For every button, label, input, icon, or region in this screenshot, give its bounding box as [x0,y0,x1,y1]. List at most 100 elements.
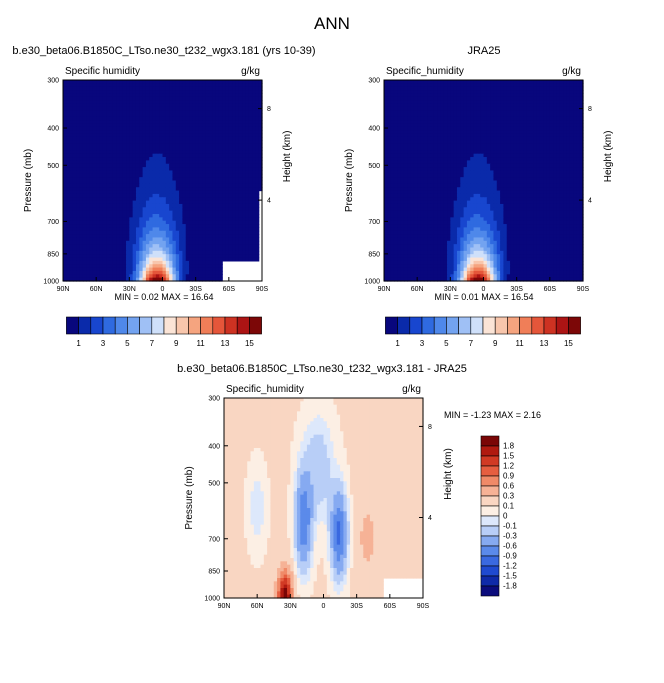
colorbar-swatch [507,316,520,335]
colorbar-swatch [90,316,104,335]
colorbar-label: 3 [420,339,425,348]
colorbar-swatch [421,316,435,335]
min-max-stats: MIN = 0.01 MAX = 16.54 [434,292,533,302]
x-tick-label: 90S [417,603,430,610]
y-tick-label: 850 [208,569,220,576]
y-tick-label: 300 [368,78,380,85]
y-axis-title: Pressure (mb) [184,466,195,529]
x-tick-label: 30N [123,286,136,293]
x-tick-label: 60N [251,603,264,610]
colorbar-label: 0.6 [503,482,515,491]
colorbar-label: 7 [469,339,474,348]
x-tick-label: 30S [189,286,202,293]
colorbar-swatch [531,316,545,335]
colorbar-swatch [568,316,581,335]
colorbar-label: 11 [515,339,524,348]
colorbar-swatch [224,316,238,335]
page-title: ANN [314,14,350,33]
x-tick-label: 60S [384,603,397,610]
colorbar-label: 15 [564,339,573,348]
height-tick-label: 4 [267,198,271,205]
x-tick-label: 60N [90,286,103,293]
x-tick-label: 90S [577,286,590,293]
y-tick-label: 700 [208,536,220,543]
colorbar-label: 7 [150,339,155,348]
units-label: g/kg [241,66,260,77]
colorbar-swatch [66,316,79,335]
colorbar-horizontal: 1 3 5 7 9 11 13 15 [66,316,262,348]
y-tick-label: 500 [47,163,59,170]
y-tick-label: 500 [208,480,220,487]
height-tick-label: 4 [428,515,432,522]
colorbar-label: -0.3 [503,532,517,541]
chart-panel-difference: b.e30_beta06.B1850C_LTso.ne30_t232_wgx3.… [177,363,541,610]
colorbar-swatch [139,316,153,335]
y-tick-label: 300 [208,396,220,403]
colorbar-label: 13 [540,339,549,348]
colorbar-label: -0.1 [503,522,517,531]
colorbar-swatch [480,475,500,487]
colorbar-swatch [212,316,226,335]
y-tick-label: 500 [368,163,380,170]
y-tick-label: 1000 [43,279,59,286]
colorbar-label: 5 [444,339,449,348]
panel-title: b.e30_beta06.B1850C_LTso.ne30_t232_wgx3.… [177,363,467,375]
colorbar-swatch [480,455,500,467]
colorbar-swatch [480,485,500,497]
colorbar-swatch [114,316,128,335]
colorbar-label: 1 [395,339,400,348]
colorbar-swatch [482,316,496,335]
colorbar-swatch [236,316,250,335]
height-tick-label: 8 [428,424,432,431]
colorbar-swatch [480,495,500,507]
colorbar-swatch [480,435,500,447]
colorbar-swatch [543,316,557,335]
y-tick-label: 400 [368,126,380,133]
colorbar-swatch [188,316,201,335]
colorbar-label: -0.9 [503,552,517,561]
height-axis-title: Height (km) [603,131,614,183]
y-tick-label: 700 [47,219,59,226]
x-tick-label: 60N [411,286,424,293]
x-tick-label: 30S [350,603,363,610]
y-tick-label: 850 [47,251,59,258]
colorbar-swatch [480,445,500,457]
colorbar-swatch [397,316,411,335]
colorbar-label: 1.2 [503,462,515,471]
colorbar-label: 13 [221,339,230,348]
colorbar-swatch [494,316,508,335]
colorbar-label: -1.8 [503,582,517,591]
colorbar-swatch [446,316,459,335]
y-tick-label: 1000 [364,279,380,286]
colorbar-swatch [480,515,500,527]
colorbar-swatch [480,565,500,577]
colorbar-vertical: 1.81.51.20.90.60.30.10-0.1-0.3-0.6-0.9-1… [480,435,517,597]
colorbar-horizontal: 1 3 5 7 9 11 13 15 [385,316,581,348]
x-tick-label: 0 [482,286,486,293]
y-tick-label: 400 [47,126,59,133]
height-tick-label: 8 [588,106,592,113]
colorbar-swatch [480,545,500,557]
y-tick-label: 400 [208,443,220,450]
variable-label: Specific_humidity [226,384,304,395]
x-tick-label: 0 [322,603,326,610]
colorbar-swatch [555,316,569,335]
colorbar-swatch [519,316,533,335]
colorbar-swatch [102,316,116,335]
y-tick-label: 300 [47,78,59,85]
chart-panel-model: b.e30_beta06.B1850C_LTso.ne30_t232_wgx3.… [12,45,315,302]
colorbar-label: 5 [125,339,130,348]
colorbar-swatch [175,316,189,335]
units-label: g/kg [562,66,581,77]
y-tick-label: 1000 [204,596,220,603]
colorbar-label: 1 [76,339,81,348]
min-max-stats: MIN = 0.02 MAX = 16.64 [114,292,213,302]
colorbar-label: 0.1 [503,502,515,511]
colorbar-label: 9 [174,339,179,348]
y-axis-title: Pressure (mb) [344,149,355,212]
colorbar-label: 15 [245,339,254,348]
colorbar-label: 11 [196,339,205,348]
colorbar-swatch [127,316,140,335]
height-tick-label: 4 [588,198,592,205]
